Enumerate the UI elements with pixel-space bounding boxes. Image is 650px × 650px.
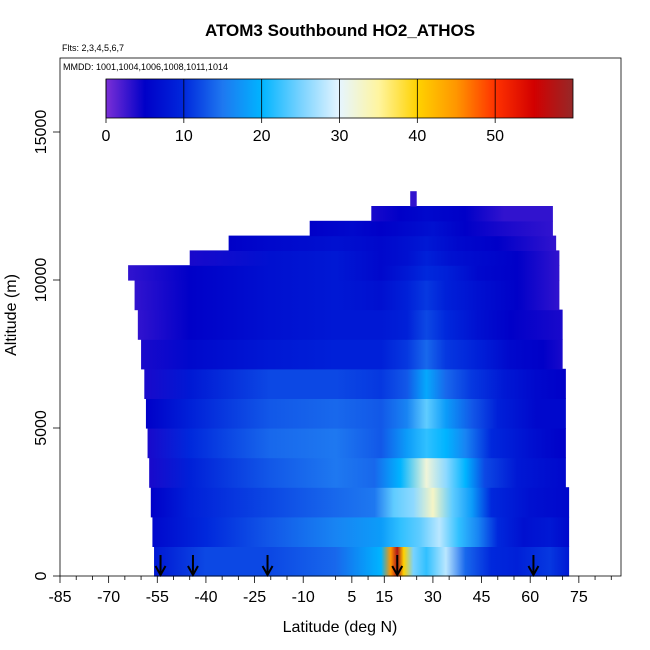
heatmap-band [128, 265, 560, 281]
heatmap-band [309, 220, 553, 237]
colorbar: 0 10 20 30 40 50 [60, 74, 621, 145]
heatmap-band [134, 280, 560, 311]
flights-subtitle: Flts: 2,3,4,5,6,7 [62, 43, 124, 53]
heatmap-band [152, 516, 570, 547]
x-axis-tick-label: -55 [146, 589, 169, 606]
x-axis-tick-label: -85 [48, 589, 71, 606]
heatmap-band [141, 339, 563, 370]
heatmap-band [228, 235, 557, 251]
colorbar-tick-label: 30 [331, 128, 349, 145]
flight-marker-arrow [154, 555, 167, 578]
x-axis-label: Latitude (deg N) [283, 619, 398, 636]
heatmap-band [371, 206, 553, 222]
plot-area [128, 191, 570, 578]
dates-subtitle: MMDD: 1001,1004,1006,1008,1011,1014 [63, 62, 228, 72]
plot-frame [59, 57, 622, 577]
heatmap-band [189, 250, 560, 266]
colorbar-tick-label: 20 [253, 128, 271, 145]
heatmap-band [410, 191, 417, 207]
y-axis-tick-label: 5000 [33, 410, 50, 446]
colorbar-tick-label: 0 [102, 128, 111, 145]
y-axis-label: Altitude (m) [3, 274, 20, 356]
colorbar-tick-label: 50 [486, 128, 504, 145]
x-axis-tick-label: 45 [473, 589, 491, 606]
heatmap-band [150, 487, 570, 518]
y-axis-tick-label: 15000 [33, 110, 50, 155]
heatmap-band [149, 457, 566, 488]
heatmap-band [147, 428, 566, 459]
heatmap-band [154, 546, 570, 577]
x-axis-tick-label: 60 [521, 589, 539, 606]
y-axis-tick-label: 10000 [33, 258, 50, 303]
x-axis-tick-label: -25 [243, 589, 266, 606]
x-axis-tick-label: -40 [194, 589, 217, 606]
x-axis-tick-label: 75 [570, 589, 588, 606]
flight-marker-arrow [261, 555, 274, 578]
flight-marker-arrow [187, 555, 199, 578]
flight-marker-arrow [527, 555, 540, 578]
colorbar-tick-label: 40 [408, 128, 426, 145]
x-axis-tick-label: 30 [424, 589, 442, 606]
heatmap-band [137, 309, 563, 340]
chart-title: ATOM3 Southbound HO2_ATHOS [205, 21, 475, 40]
heatmap-band [145, 398, 566, 429]
x-axis-tick-label: -70 [97, 589, 120, 606]
y-axis: 0 5000 10000 15000 [33, 110, 60, 580]
x-axis: -85 -70 -55 -40 -25 -10 5 15 30 45 60 75 [48, 576, 612, 606]
heatmap-band [144, 368, 566, 399]
y-axis-tick-label: 0 [33, 571, 50, 580]
x-axis-tick-label: -10 [292, 589, 315, 606]
x-axis-tick-label: 5 [347, 589, 356, 606]
colorbar-tick-label: 10 [175, 128, 193, 145]
x-axis-tick-label: 15 [375, 589, 393, 606]
flight-marker-arrow [391, 555, 404, 578]
